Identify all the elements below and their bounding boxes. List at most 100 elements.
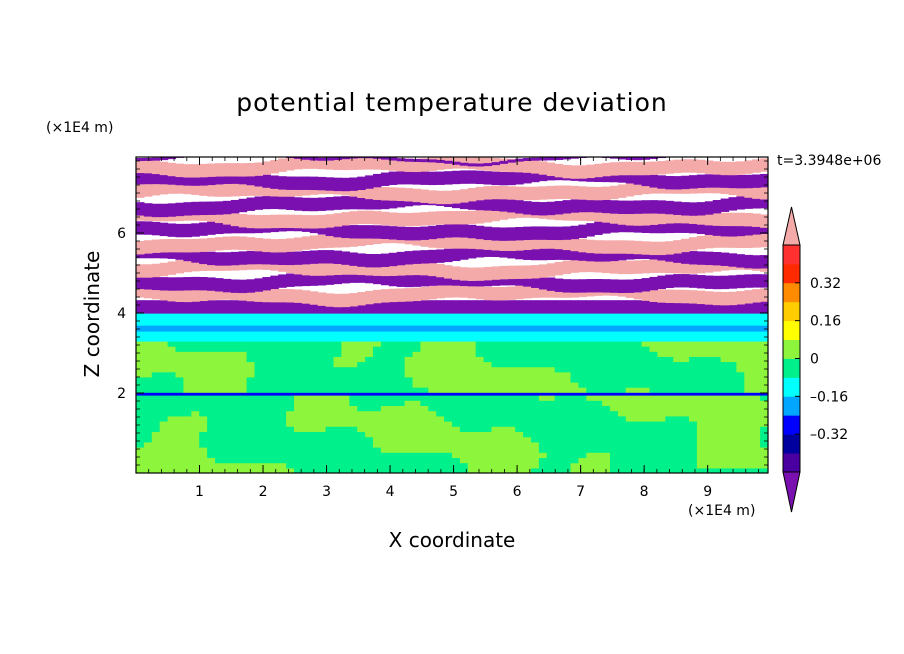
field-cell bbox=[657, 289, 666, 303]
field-cell bbox=[317, 234, 327, 249]
field-cell bbox=[641, 405, 651, 412]
field-cell bbox=[246, 447, 256, 453]
field-cell bbox=[483, 171, 493, 185]
field-cell bbox=[278, 195, 287, 210]
field-cell bbox=[365, 300, 374, 314]
field-cell bbox=[712, 387, 722, 393]
field-cell bbox=[570, 361, 579, 368]
field-cell bbox=[373, 361, 382, 368]
field-cell bbox=[467, 410, 477, 417]
field-cell bbox=[349, 462, 358, 469]
field-cell bbox=[159, 346, 169, 352]
field-cell bbox=[167, 203, 177, 217]
field-cell bbox=[199, 405, 208, 412]
field-cell bbox=[736, 400, 745, 406]
field-cell bbox=[538, 361, 548, 368]
field-cell bbox=[459, 376, 469, 383]
field-cell bbox=[380, 157, 390, 171]
field-cell bbox=[278, 426, 287, 432]
field-cell bbox=[444, 410, 453, 417]
field-cell bbox=[689, 457, 698, 464]
field-cell bbox=[317, 400, 327, 406]
field-cell bbox=[294, 214, 303, 229]
field-cell bbox=[151, 431, 161, 438]
field-cell bbox=[159, 161, 169, 176]
field-cell bbox=[294, 356, 303, 363]
field-cell bbox=[151, 276, 161, 291]
field-cell bbox=[357, 381, 366, 388]
field-cell bbox=[531, 387, 540, 393]
field-cell bbox=[341, 269, 350, 284]
field-cell bbox=[459, 467, 469, 473]
field-cell bbox=[681, 366, 690, 373]
field-cell bbox=[649, 366, 658, 373]
colorbar-tick-label: 0.32 bbox=[810, 276, 841, 292]
field-cell bbox=[728, 426, 737, 432]
field-cell bbox=[207, 447, 216, 453]
field-cell bbox=[515, 226, 524, 241]
field-cell bbox=[760, 376, 768, 383]
field-cell bbox=[459, 346, 469, 352]
field-cell bbox=[491, 185, 500, 200]
field-cell bbox=[175, 171, 184, 186]
field-cell bbox=[136, 366, 145, 373]
field-cell bbox=[167, 426, 177, 432]
field-cell bbox=[617, 300, 627, 314]
field-cell bbox=[546, 421, 556, 427]
field-cell bbox=[341, 366, 350, 373]
field-cell bbox=[365, 361, 374, 368]
field-cell bbox=[365, 395, 374, 401]
field-cell bbox=[436, 190, 445, 205]
field-cell bbox=[578, 356, 587, 363]
field-cell bbox=[681, 447, 690, 453]
field-cell bbox=[531, 467, 540, 473]
field-cell bbox=[420, 366, 429, 373]
field-cell bbox=[380, 421, 390, 427]
field-cell bbox=[665, 447, 674, 453]
field-cell bbox=[570, 237, 579, 252]
field-cell bbox=[238, 441, 248, 448]
field-cell bbox=[151, 170, 161, 185]
field-cell bbox=[341, 233, 350, 248]
field-cell bbox=[459, 356, 469, 363]
field-cell bbox=[499, 400, 508, 406]
field-cell bbox=[617, 426, 627, 432]
field-cell bbox=[207, 341, 216, 347]
field-cell bbox=[633, 431, 643, 438]
field-cell bbox=[238, 182, 248, 197]
field-cell bbox=[625, 260, 635, 275]
field-cell bbox=[325, 395, 335, 401]
field-cell bbox=[222, 387, 232, 393]
field-cell bbox=[222, 351, 232, 357]
field-cell bbox=[325, 381, 335, 388]
field-cell bbox=[546, 157, 556, 161]
field-cell bbox=[507, 199, 516, 213]
field-cell bbox=[167, 452, 177, 458]
field-cell bbox=[665, 356, 674, 363]
field-cell bbox=[151, 426, 161, 432]
field-cell bbox=[665, 376, 674, 383]
field-cell bbox=[183, 452, 192, 458]
field-cell bbox=[744, 184, 753, 198]
field-cell bbox=[625, 218, 635, 233]
field-cell bbox=[475, 381, 485, 388]
field-cell bbox=[657, 436, 666, 443]
field-cell bbox=[523, 300, 532, 314]
field-cell bbox=[207, 346, 216, 352]
field-cell bbox=[396, 405, 406, 412]
field-cell bbox=[341, 177, 350, 192]
field-cell bbox=[736, 361, 745, 368]
field-cell bbox=[357, 467, 366, 473]
field-cell bbox=[294, 421, 303, 427]
field-cell bbox=[136, 405, 145, 412]
field-cell bbox=[696, 387, 706, 393]
field-cell bbox=[523, 400, 532, 406]
field-cell bbox=[728, 161, 737, 176]
field-cell bbox=[199, 201, 208, 216]
field-cell bbox=[175, 376, 184, 383]
field-cell bbox=[317, 366, 327, 373]
field-cell bbox=[578, 441, 587, 448]
field-cell bbox=[475, 447, 485, 453]
field-cell bbox=[712, 234, 722, 248]
field-cell bbox=[452, 447, 461, 453]
